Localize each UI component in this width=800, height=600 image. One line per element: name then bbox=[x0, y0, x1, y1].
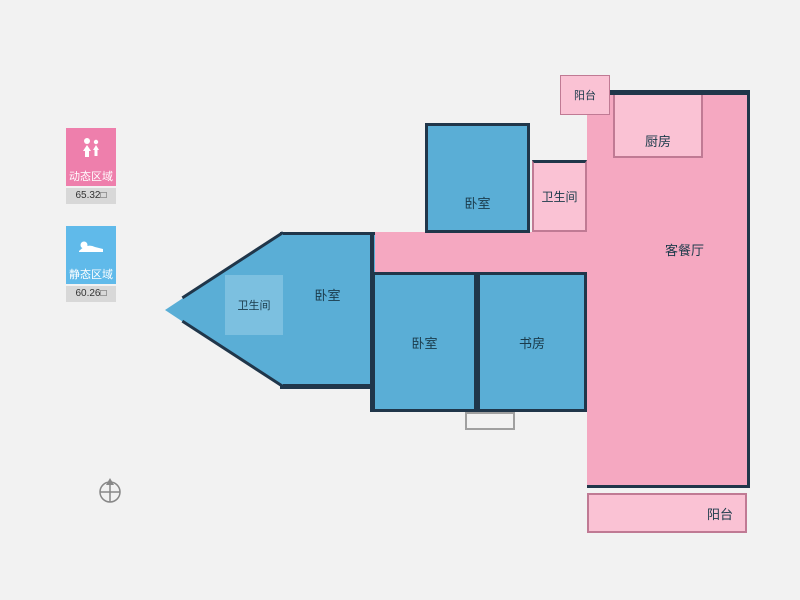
label-study: 书房 bbox=[519, 333, 545, 352]
legend-static-label: 静态区域 bbox=[66, 266, 116, 284]
label-bathroom-top: 卫生间 bbox=[541, 188, 577, 205]
people-icon bbox=[66, 128, 116, 168]
label-bedroom-left: 卧室 bbox=[314, 285, 340, 304]
label-balcony-top: 阳台 bbox=[574, 87, 596, 103]
room-balcony-top: 阳台 bbox=[560, 75, 610, 115]
legend-static-value: 60.26□ bbox=[66, 286, 116, 302]
label-bedroom-mid: 卧室 bbox=[411, 333, 437, 352]
wall-bottom-mid bbox=[280, 385, 375, 389]
room-kitchen: 厨房 bbox=[613, 93, 703, 158]
sleep-icon bbox=[66, 226, 116, 266]
room-study: 书房 bbox=[477, 272, 587, 412]
wall-top-right bbox=[587, 90, 750, 95]
legend-dynamic-value: 65.32□ bbox=[66, 188, 116, 204]
label-kitchen: 厨房 bbox=[645, 131, 671, 150]
label-balcony-bot: 阳台 bbox=[707, 504, 733, 523]
room-bedroom-mid: 卧室 bbox=[372, 272, 477, 412]
room-bedroom-left: 卧室 bbox=[280, 232, 375, 387]
room-corridor bbox=[372, 232, 592, 272]
compass-icon bbox=[95, 475, 125, 505]
room-bathroom-top: 卫生间 bbox=[532, 160, 587, 232]
label-living: 客餐厅 bbox=[665, 240, 704, 259]
room-bathroom-left: 卫生间 bbox=[225, 275, 283, 335]
legend-static: 静态区域 60.26□ bbox=[66, 226, 116, 302]
label-bathroom-left: 卫生间 bbox=[238, 297, 271, 313]
legend-dynamic: 动态区域 65.32□ bbox=[66, 128, 116, 204]
room-bedroom-top: 卧室 bbox=[425, 123, 530, 233]
room-balcony-bot: 阳台 bbox=[587, 493, 747, 533]
label-bedroom-top: 卧室 bbox=[464, 193, 490, 212]
ledge-bottom bbox=[465, 412, 515, 430]
floorplan: 客餐厅 厨房 阳台 卫生间 卧室 卧室 卫生间 卧室 书房 阳台 bbox=[165, 75, 755, 535]
legend-dynamic-label: 动态区域 bbox=[66, 168, 116, 186]
